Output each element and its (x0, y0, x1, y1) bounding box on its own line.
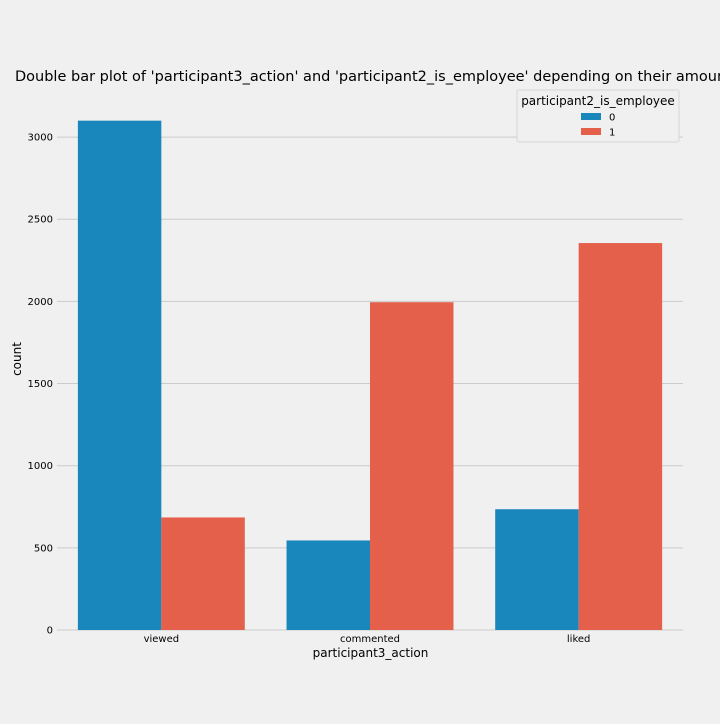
legend-swatch-1 (581, 128, 601, 135)
x-tick-label: commented (340, 634, 400, 645)
x-tick-label: viewed (144, 634, 180, 645)
bar-commented-series-1 (370, 302, 454, 630)
y-tick-label: 500 (34, 543, 53, 554)
chart-title: Double bar plot of 'participant3_action'… (15, 69, 720, 85)
bar-liked-series-0 (495, 509, 579, 630)
legend-swatch-0 (581, 113, 601, 120)
legend-label: 1 (609, 128, 615, 139)
y-tick-label: 1500 (28, 379, 53, 390)
legend-items: 01 (581, 113, 615, 139)
x-axis-label: participant3_action (313, 646, 429, 660)
y-tick-labels: 0 500 1000 1500 2000 2500 3000 (28, 133, 53, 637)
bar-viewed-series-1 (161, 517, 245, 630)
y-tick-label: 0 (47, 626, 53, 637)
x-tick-labels: viewed commented liked (144, 634, 591, 645)
y-tick-label: 1000 (28, 461, 53, 472)
legend-title: participant2_is_employee (521, 94, 675, 108)
bar-liked-series-1 (578, 243, 663, 630)
y-tick-label: 2000 (28, 297, 53, 308)
bar-viewed-series-0 (77, 120, 162, 631)
y-tick-label: 3000 (28, 133, 53, 144)
y-axis-label: count (10, 342, 24, 376)
y-tick-label: 2500 (28, 215, 53, 226)
bar-commented-series-0 (286, 540, 370, 630)
x-tick-label: liked (567, 634, 591, 645)
legend: participant2_is_employee 01 (516, 89, 680, 143)
bars (77, 120, 663, 631)
legend-label: 0 (609, 113, 615, 124)
